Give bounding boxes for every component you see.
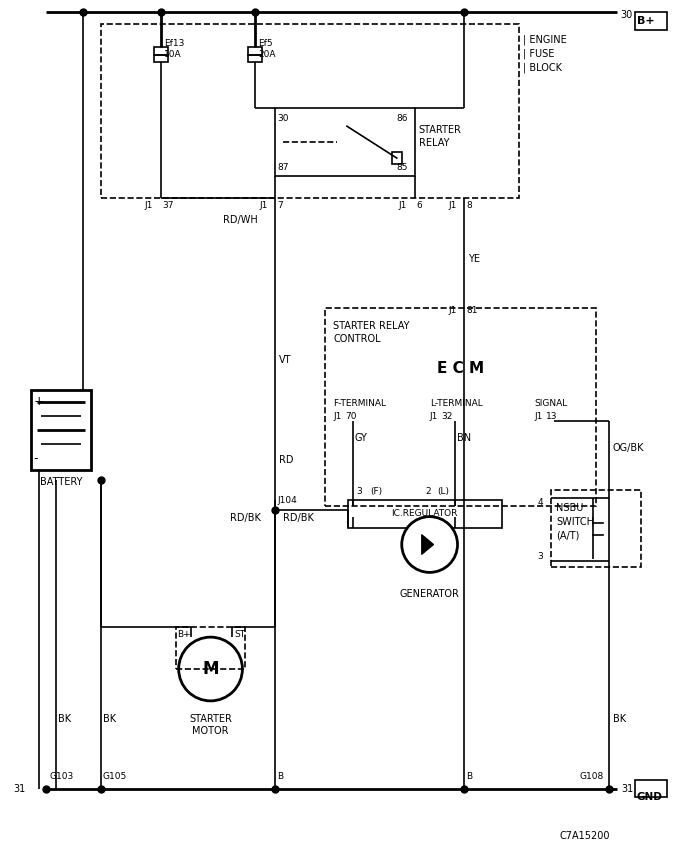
Bar [249, 54, 262, 63]
Text: J1: J1 [534, 411, 542, 421]
Text: | FUSE: | FUSE [523, 48, 555, 59]
Text: 70: 70 [345, 411, 357, 421]
Text: ST: ST [234, 630, 246, 638]
Text: 87: 87 [277, 163, 289, 172]
Text: 37: 37 [163, 201, 174, 211]
Text: | ENGINE: | ENGINE [523, 34, 567, 45]
Text: F-TERMINAL: F-TERMINAL [333, 399, 386, 408]
Text: B+: B+ [177, 630, 191, 638]
Text: G108: G108 [579, 772, 603, 781]
Text: M: M [202, 660, 219, 678]
Text: SWITCH: SWITCH [556, 517, 594, 527]
Text: RD/BK: RD/BK [283, 513, 314, 523]
Text: 81: 81 [466, 306, 478, 315]
Bar [348, 500, 502, 528]
Text: 86: 86 [397, 114, 408, 123]
Text: 3: 3 [538, 552, 543, 562]
Text: 31: 31 [13, 784, 25, 794]
Circle shape [179, 638, 242, 701]
Text: 30: 30 [620, 9, 632, 20]
Text: BN: BN [456, 433, 471, 443]
Text: STARTER RELAY: STARTER RELAY [333, 321, 410, 332]
Text: E C M: E C M [437, 360, 484, 376]
Text: J1: J1 [449, 306, 457, 315]
Bar [154, 47, 168, 54]
Text: 20A: 20A [258, 50, 276, 59]
Text: C7A15200: C7A15200 [559, 831, 610, 842]
Text: RELAY: RELAY [419, 139, 449, 148]
Text: CONTROL: CONTROL [333, 334, 380, 344]
Text: 8: 8 [466, 201, 472, 211]
Text: J1: J1 [333, 411, 342, 421]
Text: 7: 7 [277, 201, 283, 211]
Text: -: - [33, 452, 38, 465]
Text: IC.REGULATOR: IC.REGULATOR [391, 509, 458, 518]
Text: 85: 85 [397, 163, 408, 172]
Text: B: B [277, 772, 283, 781]
Text: 30: 30 [277, 114, 289, 123]
Text: MOTOR: MOTOR [193, 726, 229, 736]
Text: GND: GND [637, 792, 663, 802]
Text: (L): (L) [438, 487, 449, 496]
Text: BK: BK [58, 714, 71, 724]
Text: RD/WH: RD/WH [223, 215, 258, 225]
Text: (F): (F) [370, 487, 382, 496]
Bar [551, 490, 641, 568]
Text: RD/BK: RD/BK [230, 513, 262, 523]
Text: BK: BK [103, 714, 116, 724]
Text: 6: 6 [417, 201, 423, 211]
Text: J1: J1 [260, 201, 268, 211]
Text: J104: J104 [277, 496, 297, 505]
Text: G105: G105 [103, 772, 127, 781]
Bar [154, 54, 168, 63]
Bar [325, 309, 596, 506]
Text: 4: 4 [538, 498, 543, 507]
Bar [31, 390, 91, 470]
Text: J1: J1 [399, 201, 407, 211]
Bar [101, 24, 519, 198]
Text: 32: 32 [442, 411, 453, 421]
Text: GENERATOR: GENERATOR [400, 589, 460, 599]
Text: BK: BK [613, 714, 626, 724]
Polygon shape [421, 535, 434, 554]
Text: RD: RD [279, 455, 294, 465]
Text: 2: 2 [426, 487, 431, 496]
Text: STARTER: STARTER [419, 125, 462, 135]
Text: VT: VT [279, 355, 292, 366]
Text: 13: 13 [546, 411, 557, 421]
Text: L-TERMINAL: L-TERMINAL [430, 399, 482, 408]
Text: NSBU: NSBU [556, 502, 583, 513]
Text: +: + [33, 395, 44, 408]
Bar [392, 152, 402, 164]
Text: B+: B+ [637, 15, 654, 26]
Circle shape [402, 517, 458, 572]
Bar [275, 108, 415, 176]
Text: STARTER: STARTER [189, 714, 232, 724]
Bar [249, 47, 262, 54]
Bar [635, 779, 667, 797]
Text: 31: 31 [621, 784, 633, 794]
Text: B: B [466, 772, 473, 781]
Text: OG/BK: OG/BK [613, 443, 644, 453]
Text: J1: J1 [449, 201, 457, 211]
Text: (A/T): (A/T) [556, 530, 579, 541]
Text: Ef13: Ef13 [164, 39, 184, 48]
Text: 3: 3 [356, 487, 362, 496]
Text: BATTERY: BATTERY [40, 477, 83, 487]
Text: SIGNAL: SIGNAL [534, 399, 568, 408]
Bar [635, 12, 667, 30]
Text: J1: J1 [145, 201, 153, 211]
Text: G103: G103 [49, 772, 74, 781]
Text: 10A: 10A [164, 50, 182, 59]
Text: Ef5: Ef5 [258, 39, 273, 48]
Text: J1: J1 [430, 411, 438, 421]
Text: YE: YE [469, 253, 480, 264]
Bar [176, 627, 245, 669]
Text: GY: GY [355, 433, 368, 443]
Text: | BLOCK: | BLOCK [523, 62, 562, 73]
